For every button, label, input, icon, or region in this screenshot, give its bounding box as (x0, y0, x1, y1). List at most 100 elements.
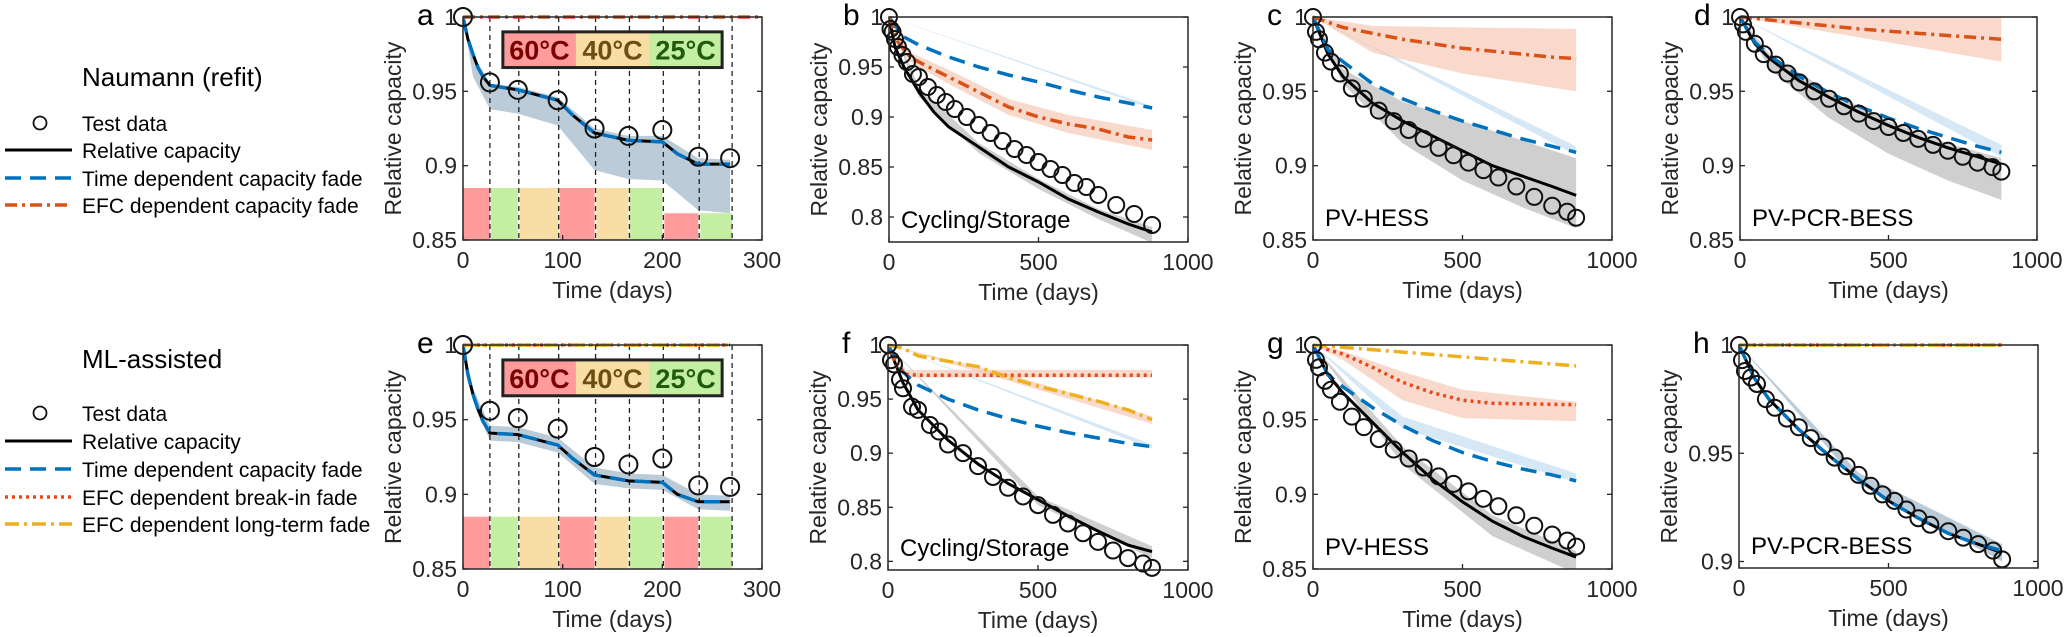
test-data-point (1414, 458, 1433, 477)
y-tick-label: 1 (444, 4, 457, 30)
y-tick-label: 0.85 (1262, 227, 1307, 253)
temperature-bar-60c (664, 213, 699, 240)
legend-label: EFC dependent long-term fade (82, 514, 370, 537)
test-data-point (1384, 440, 1403, 459)
test-data-point (1543, 196, 1562, 215)
test-data-point (720, 476, 741, 497)
test-data-point (969, 116, 988, 134)
test-data-point (479, 72, 500, 93)
panel-annotation: Cycling/Storage (901, 207, 1070, 234)
temperature-legend-label: 25°C (655, 364, 715, 394)
y-axis-label: Relative capacity (380, 41, 406, 215)
test-data-point (618, 454, 639, 475)
x-tick-label: 0 (1307, 576, 1320, 602)
y-tick-label: 1 (1294, 4, 1307, 30)
temperature-legend-swatch (649, 359, 723, 396)
x-tick-label: 200 (643, 576, 681, 602)
test-data-point (1044, 505, 1062, 524)
y-tick-label: 0.85 (1689, 227, 1734, 253)
series-line-black-solid (888, 344, 1153, 554)
x-tick-label: 0 (1734, 247, 1747, 273)
test-data-point (1777, 409, 1796, 428)
series-line-black-solid (463, 16, 731, 166)
series-line-blue-dash (1739, 344, 2003, 553)
test-data-point (1864, 112, 1883, 131)
confidence-band (888, 345, 1152, 424)
test-data-point (507, 79, 528, 100)
test-data-point (1894, 123, 1913, 142)
y-tick-label: 0.9 (425, 153, 457, 179)
legend-label: Time dependent capacity fade (82, 459, 363, 482)
panel-annotation: PV-PCR-BESS (1751, 533, 1912, 560)
y-tick-label: 1 (870, 4, 883, 30)
temperature-bar-25c (629, 187, 663, 240)
panel-annotation: PV-PCR-BESS (1752, 205, 1913, 232)
y-tick-label: 0.9 (850, 440, 882, 466)
x-axis-label: Time (days) (1828, 277, 1949, 303)
test-data-point (981, 124, 1000, 142)
test-data-point (1074, 524, 1092, 543)
series-line-orange-dashdot (1740, 15, 2002, 42)
test-data-point (1813, 437, 1832, 456)
test-data-point (1119, 549, 1137, 568)
test-data-point (969, 457, 987, 476)
y-tick-label: 0.95 (837, 386, 882, 412)
test-data-point (1134, 554, 1152, 573)
test-data-point (547, 90, 568, 111)
confidence-band (889, 17, 1153, 109)
y-axis-label: Relative capacity (1230, 41, 1256, 215)
test-data-point (1414, 129, 1433, 148)
legend-1: ML-assisted Test data Relative capacity Tim… (5, 344, 370, 537)
panel-annotation: PV-HESS (1325, 534, 1429, 561)
test-data-point (921, 416, 939, 435)
test-data-point (1747, 374, 1766, 393)
test-data-point (1330, 392, 1349, 411)
y-tick-label: 0.9 (425, 481, 457, 507)
temperature-legend-swatch (502, 31, 576, 68)
temperature-legend-swatch (502, 359, 576, 396)
test-data-point (652, 119, 673, 140)
series-line-blue-dash (1313, 16, 1577, 154)
y-tick-label: 1 (1294, 332, 1307, 358)
test-data-point (1014, 487, 1032, 506)
test-data-point (1558, 531, 1577, 550)
series-line-red-dot (1313, 343, 1577, 407)
test-data-point (1143, 216, 1162, 234)
legend-marker-circle (32, 405, 48, 421)
test-data-point (584, 118, 605, 139)
temperature-legend-swatch (575, 31, 650, 68)
test-data-point (1778, 64, 1797, 83)
test-data-point (1369, 101, 1388, 120)
temperature-legend-swatch (575, 359, 650, 396)
x-tick-label: 1000 (1586, 576, 1637, 602)
test-data-point (618, 125, 639, 146)
temperature-legend-label: 60°C (509, 36, 569, 66)
test-data-point (1849, 104, 1868, 123)
test-data-point (1474, 489, 1493, 508)
test-data-point (1104, 541, 1122, 560)
test-data-point (1143, 558, 1161, 577)
test-data-point (1736, 22, 1755, 41)
test-data-point (954, 444, 972, 463)
test-data-point (652, 448, 673, 469)
test-data-point (1861, 476, 1880, 495)
y-tick-label: 0.95 (838, 54, 883, 80)
panel-letter: c (1267, 0, 1282, 32)
test-data-point (1567, 208, 1586, 227)
y-tick-label: 0.9 (1701, 549, 1733, 575)
panel-b: 0 500 1000 0.8 0.85 0.9 0.95 1 Time (days) Relati… (806, 0, 1214, 305)
test-data-point (479, 400, 500, 421)
x-tick-label: 500 (1869, 247, 1907, 273)
x-tick-label: 0 (457, 576, 470, 602)
confidence-band (888, 345, 1152, 449)
test-data-point (1507, 177, 1526, 196)
panel-c: 0 500 1000 0.85 0.9 0.95 1 Time (days) Relative … (1230, 0, 1638, 303)
test-data-point (1059, 514, 1077, 533)
confidence-band (889, 17, 1153, 242)
test-data-point (957, 108, 976, 126)
temperature-bar-40c (596, 187, 629, 240)
test-data-point (1399, 449, 1418, 468)
test-data-point (1732, 351, 1751, 370)
confidence-band (1739, 345, 2003, 562)
